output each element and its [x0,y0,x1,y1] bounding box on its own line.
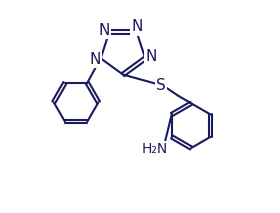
Text: N: N [146,49,157,64]
Text: N: N [132,19,143,34]
Text: N: N [98,23,109,37]
Text: S: S [157,78,166,93]
Text: N: N [89,52,101,67]
Text: H₂N: H₂N [142,142,168,156]
